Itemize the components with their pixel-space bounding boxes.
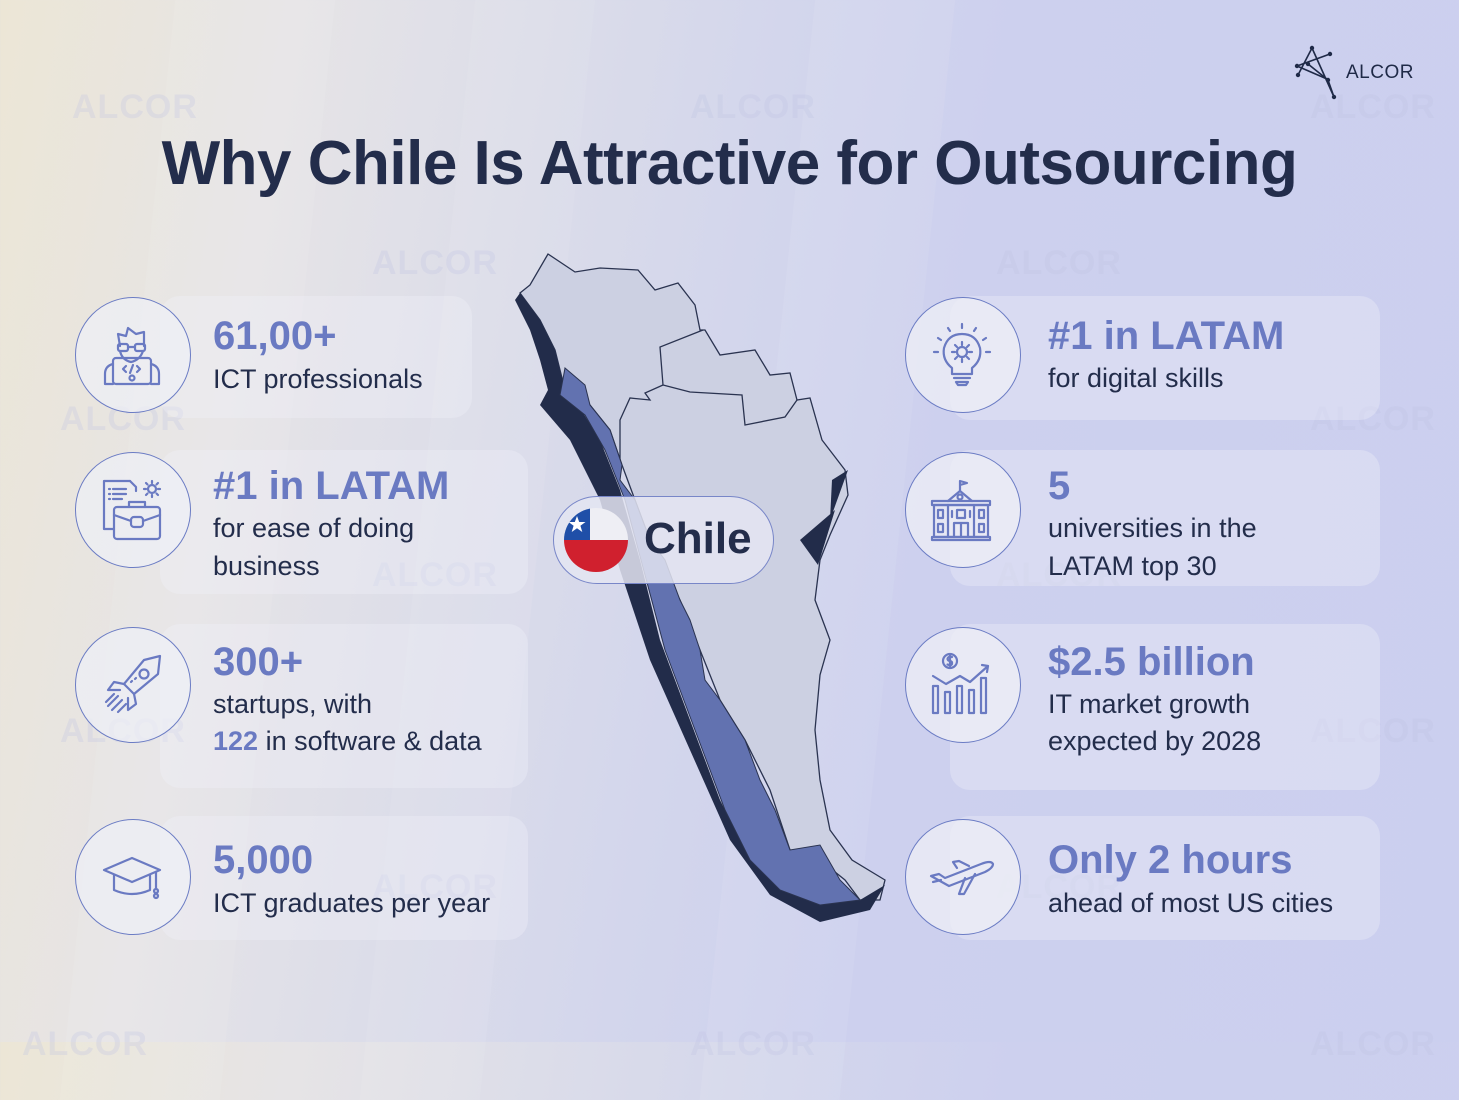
- watermark: ALCOR: [1310, 88, 1436, 126]
- stat-icon-circle: [905, 819, 1021, 935]
- highlight-rest: in software & data: [258, 726, 482, 756]
- stat-card-bg: [160, 450, 528, 594]
- university-building-icon: [930, 479, 992, 542]
- stat-icon-circle: [75, 627, 191, 743]
- watermark: ALCOR: [372, 244, 498, 282]
- chile-shadow-shape: [515, 293, 885, 922]
- stat-value: 300+: [213, 640, 304, 684]
- stat-description: universities in the: [1048, 513, 1257, 543]
- airplane-icon: [929, 859, 995, 896]
- stat-card-bg: [160, 296, 472, 418]
- stat-card-bg: [950, 816, 1380, 940]
- chile-map: [515, 253, 886, 922]
- stat-icon-circle: [75, 452, 191, 568]
- stat-card-bg: [950, 296, 1380, 420]
- developer-icon: [103, 326, 161, 386]
- watermark: ALCOR: [22, 1025, 148, 1063]
- country-label: Chile: [644, 514, 752, 563]
- stat-description: IT market growth: [1048, 689, 1251, 719]
- highlight-number: 122: [213, 726, 259, 756]
- stat-description: for ease of doing: [213, 513, 415, 543]
- business-briefcase-icon: [102, 479, 162, 541]
- stat-description: ahead of most US cities: [1048, 888, 1334, 918]
- watermark: ALCOR: [72, 88, 198, 126]
- rocket-icon: [104, 654, 162, 714]
- stat-card-bg: [950, 450, 1380, 586]
- stat-icon-circle: [75, 297, 191, 413]
- stat-value: 61,00+: [213, 314, 337, 358]
- stat-icon-circle: [75, 819, 191, 935]
- stat-value: $2.5 billion: [1048, 640, 1255, 684]
- stat-icon-circle: [905, 297, 1021, 413]
- watermark: ALCOR: [372, 556, 498, 594]
- watermark: ALCOR: [996, 556, 1122, 594]
- stat-value: Only 2 hours: [1048, 838, 1293, 882]
- watermark: ALCOR: [996, 244, 1122, 282]
- watermark: ALCOR: [1310, 1025, 1436, 1063]
- lightbulb-gear-icon: [932, 322, 992, 387]
- stat-icon-circle: [905, 452, 1021, 568]
- constellation-logo-icon: [1294, 45, 1337, 100]
- chile-flag-icon: [564, 508, 628, 572]
- stat-description: expected by 2028: [1048, 726, 1262, 756]
- page-title: Why Chile Is Attractive for Outsourcing: [161, 129, 1298, 198]
- market-growth-chart-icon: [931, 652, 990, 715]
- stat-value: #1 in LATAM: [213, 464, 450, 508]
- watermark: ALCOR: [690, 1025, 816, 1063]
- stat-value: 5: [1048, 464, 1071, 508]
- watermark: ALCOR: [1310, 400, 1436, 438]
- stat-card-bg: [950, 624, 1380, 790]
- graduation-cap-icon: [102, 856, 162, 900]
- stat-value: #1 in LATAM: [1048, 314, 1285, 358]
- stat-card-bg: [160, 624, 528, 788]
- watermark: ALCOR: [1310, 712, 1436, 750]
- logo-text: ALCOR: [1346, 62, 1414, 83]
- stat-value: 5,000: [213, 838, 314, 882]
- stat-description-highlighted: 122 in software & data: [213, 722, 482, 760]
- stat-description: business: [213, 551, 320, 581]
- watermark: ALCOR: [690, 88, 816, 126]
- stat-description: startups, with: [213, 689, 373, 719]
- stat-description: LATAM top 30: [1048, 551, 1217, 581]
- stat-icon-circle: [905, 627, 1021, 743]
- stat-description: for digital skills: [1048, 363, 1224, 393]
- stat-description: ICT graduates per year: [213, 888, 491, 918]
- watermark: ALCOR: [372, 868, 498, 906]
- stat-card-bg: [160, 816, 528, 940]
- stat-description: ICT professionals: [213, 364, 423, 394]
- alcor-logo: ALCOR: [1294, 44, 1414, 102]
